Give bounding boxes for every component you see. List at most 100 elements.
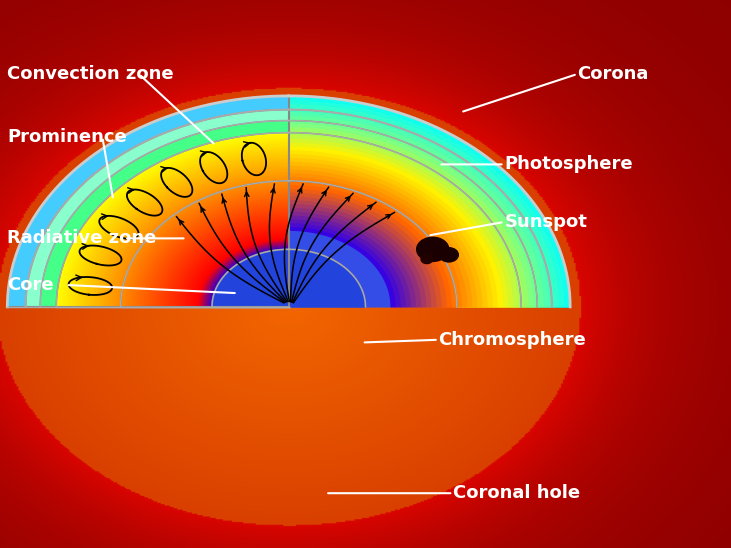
Polygon shape	[211, 248, 289, 307]
Polygon shape	[157, 208, 289, 307]
Polygon shape	[289, 238, 381, 307]
Text: Coronal hole: Coronal hole	[453, 484, 580, 502]
Polygon shape	[174, 220, 289, 307]
Polygon shape	[289, 184, 452, 307]
Polygon shape	[289, 169, 473, 307]
Polygon shape	[289, 242, 376, 307]
Polygon shape	[289, 196, 437, 307]
Polygon shape	[289, 157, 488, 307]
Polygon shape	[186, 230, 289, 307]
Polygon shape	[201, 241, 289, 307]
Polygon shape	[140, 196, 289, 307]
Polygon shape	[289, 100, 565, 307]
Polygon shape	[72, 144, 289, 307]
Polygon shape	[192, 235, 289, 307]
Text: Core: Core	[7, 276, 54, 294]
Polygon shape	[67, 141, 289, 307]
Polygon shape	[95, 162, 289, 307]
Polygon shape	[91, 158, 289, 307]
Text: Corona: Corona	[577, 65, 649, 83]
Polygon shape	[148, 202, 289, 307]
Polygon shape	[65, 139, 289, 307]
Polygon shape	[289, 173, 468, 307]
Polygon shape	[73, 145, 289, 307]
Polygon shape	[170, 218, 289, 307]
Polygon shape	[289, 130, 524, 307]
Polygon shape	[132, 189, 289, 307]
Polygon shape	[289, 115, 545, 307]
Polygon shape	[289, 107, 555, 307]
Polygon shape	[289, 192, 442, 307]
Polygon shape	[86, 155, 289, 307]
Polygon shape	[289, 161, 483, 307]
Polygon shape	[77, 149, 289, 307]
Polygon shape	[130, 187, 289, 307]
Polygon shape	[189, 231, 289, 307]
Polygon shape	[114, 176, 289, 307]
Polygon shape	[181, 226, 289, 307]
Polygon shape	[289, 121, 537, 307]
Polygon shape	[190, 233, 289, 307]
Polygon shape	[289, 207, 422, 307]
Polygon shape	[102, 167, 289, 307]
Polygon shape	[289, 203, 427, 307]
Circle shape	[417, 237, 449, 261]
Polygon shape	[135, 192, 289, 307]
Polygon shape	[289, 96, 570, 307]
Polygon shape	[194, 236, 289, 307]
Polygon shape	[289, 188, 447, 307]
Polygon shape	[289, 123, 534, 307]
Polygon shape	[112, 174, 289, 307]
Polygon shape	[154, 206, 289, 307]
Polygon shape	[183, 227, 289, 307]
Polygon shape	[134, 191, 289, 307]
Polygon shape	[121, 181, 289, 307]
Polygon shape	[82, 152, 289, 307]
Polygon shape	[128, 186, 289, 307]
Polygon shape	[289, 226, 396, 307]
Polygon shape	[167, 215, 289, 307]
Polygon shape	[289, 215, 412, 307]
Polygon shape	[93, 160, 289, 307]
Polygon shape	[289, 180, 458, 307]
Polygon shape	[289, 230, 391, 307]
Text: Sunspot: Sunspot	[504, 213, 587, 231]
Polygon shape	[289, 249, 366, 307]
Polygon shape	[289, 181, 457, 307]
Polygon shape	[184, 229, 289, 307]
Polygon shape	[289, 246, 371, 307]
Polygon shape	[289, 146, 504, 307]
Polygon shape	[289, 127, 529, 307]
Polygon shape	[104, 168, 289, 307]
Polygon shape	[289, 165, 478, 307]
Polygon shape	[159, 210, 289, 307]
Polygon shape	[172, 219, 289, 307]
Text: Prominence: Prominence	[7, 128, 127, 146]
Polygon shape	[289, 234, 386, 307]
Polygon shape	[63, 138, 289, 307]
Polygon shape	[118, 179, 289, 307]
Polygon shape	[107, 171, 289, 307]
Polygon shape	[58, 134, 289, 307]
Polygon shape	[150, 203, 289, 307]
Text: Radiative zone: Radiative zone	[7, 230, 156, 247]
Polygon shape	[289, 133, 521, 307]
Polygon shape	[116, 178, 289, 307]
Polygon shape	[168, 216, 289, 307]
Polygon shape	[289, 153, 493, 307]
Polygon shape	[26, 110, 289, 307]
Polygon shape	[289, 150, 499, 307]
Polygon shape	[88, 157, 289, 307]
Polygon shape	[289, 111, 550, 307]
Polygon shape	[123, 182, 289, 307]
Polygon shape	[196, 237, 289, 307]
Polygon shape	[124, 184, 289, 307]
Polygon shape	[56, 133, 289, 307]
Text: Convection zone: Convection zone	[7, 65, 174, 83]
Polygon shape	[61, 136, 289, 307]
Polygon shape	[212, 249, 366, 307]
Polygon shape	[105, 169, 289, 307]
Polygon shape	[212, 249, 289, 307]
Polygon shape	[164, 214, 289, 307]
Polygon shape	[7, 96, 289, 307]
